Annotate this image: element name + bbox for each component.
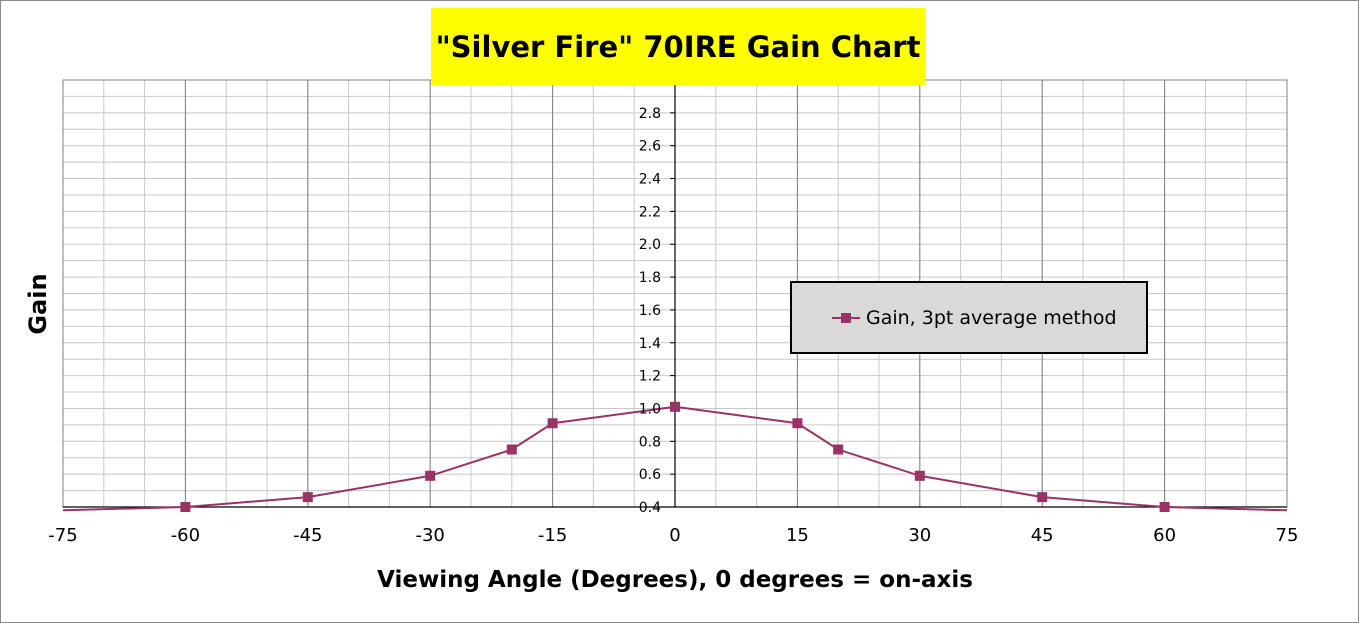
y-tick-label: 2.0 — [639, 237, 661, 253]
legend-label: Gain, 3pt average method — [866, 306, 1117, 329]
y-tick-label: 2.2 — [639, 204, 661, 220]
data-point — [425, 470, 436, 481]
series-layer — [62, 401, 1288, 512]
y-tick-label: 0.8 — [639, 434, 661, 450]
y-tick-label: 2.8 — [639, 106, 661, 122]
y-tick-label: 2.4 — [639, 172, 661, 188]
data-point — [914, 470, 925, 481]
x-tick-label: -45 — [293, 525, 322, 546]
y-tick-label: 1.4 — [639, 336, 661, 352]
y-tick-label: 1.8 — [639, 270, 661, 286]
chart-title: "Silver Fire" 70IRE Gain Chart — [431, 8, 925, 85]
data-point — [302, 492, 313, 503]
x-tick-label: -15 — [538, 525, 567, 546]
tick-labels: 0.4 0.6 0.8 1.0 1.2 1.4 1.6 1.8 2.0 2.2 2.4 2.6 2.8 3… — [48, 73, 1298, 546]
y-tick-label: 0.6 — [639, 467, 661, 483]
x-tick-label: 15 — [786, 525, 809, 546]
x-tick-label: -60 — [171, 525, 200, 546]
data-point — [1159, 502, 1170, 512]
data-point — [670, 401, 680, 412]
y-tick-label: 1.0 — [639, 401, 661, 417]
x-tick-label: 45 — [1031, 525, 1054, 546]
y-tick-label: 1.2 — [639, 369, 661, 385]
legend: Gain, 3pt average method — [790, 281, 1148, 354]
x-tick-label: 75 — [1276, 525, 1299, 546]
x-axis-label: Viewing Angle (Degrees), 0 degrees = on-… — [377, 567, 973, 593]
y-tick-label: 2.6 — [639, 139, 661, 155]
data-point — [180, 502, 191, 512]
data-point — [506, 444, 517, 455]
x-tick-label: 30 — [908, 525, 931, 546]
data-point — [1037, 492, 1048, 503]
x-tick-label: -75 — [48, 525, 77, 546]
y-axis-label: Gain — [24, 273, 52, 335]
data-point — [833, 444, 844, 455]
y-tick-label: 1.6 — [639, 303, 661, 319]
data-point — [547, 418, 558, 429]
x-tick-label: 60 — [1153, 525, 1176, 546]
data-point — [792, 418, 803, 429]
x-tick-label: -30 — [415, 525, 444, 546]
x-tick-label: 0 — [669, 525, 680, 546]
legend-marker — [832, 308, 860, 328]
y-tick-label: 0.4 — [639, 500, 661, 516]
